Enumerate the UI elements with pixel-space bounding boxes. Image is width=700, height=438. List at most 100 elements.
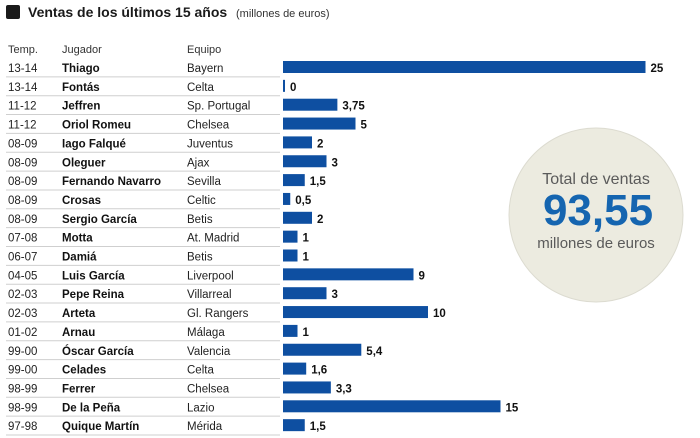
bar	[283, 117, 356, 130]
bar	[283, 306, 428, 319]
player-label: Pepe Reina	[62, 289, 125, 301]
bar	[283, 136, 312, 149]
table-row: 99-00 Óscar García Valencia 5,4	[6, 343, 383, 361]
bar	[283, 381, 331, 394]
table-row: 01-02 Arnau Málaga 1	[6, 324, 310, 342]
player-label: Damiá	[62, 252, 97, 264]
team-label: Villarreal	[187, 289, 232, 301]
header-player: Jugador	[62, 44, 102, 56]
total-value: 93,55	[543, 186, 653, 235]
bar	[283, 324, 298, 337]
team-label: Málaga	[187, 327, 225, 339]
chart-subtitle: (millones de euros)	[236, 8, 330, 20]
player-label: Quique Martín	[62, 421, 139, 433]
season-label: 98-99	[8, 402, 37, 414]
bar-value-label: 3	[332, 289, 338, 301]
bar-value-label: 1,5	[310, 421, 327, 433]
header-season: Temp.	[8, 44, 38, 56]
bar	[283, 362, 307, 375]
player-label: Oleguer	[62, 157, 106, 169]
bar	[283, 98, 338, 111]
team-label: Bayern	[187, 63, 223, 75]
total-unit: millones de euros	[537, 235, 655, 252]
table-row: 07-08 Motta At. Madrid 1	[6, 230, 310, 247]
bar	[283, 211, 312, 224]
table-row: 02-03 Pepe Reina Villarreal 3	[6, 287, 338, 304]
table-row: 08-09 Sergio García Betis 2	[6, 211, 323, 229]
season-label: 01-02	[8, 327, 37, 339]
bar	[283, 192, 291, 205]
team-label: Sevilla	[187, 176, 221, 188]
team-label: Ajax	[187, 157, 210, 169]
season-label: 06-07	[8, 252, 37, 264]
bar	[283, 268, 414, 281]
season-label: 97-98	[8, 421, 37, 433]
team-label: Celta	[187, 82, 214, 94]
player-label: Luis García	[62, 270, 125, 282]
table-row: 11-12 Oriol Romeu Chelsea 5	[6, 117, 368, 134]
player-label: Thiago	[62, 63, 100, 75]
bar-value-label: 5	[361, 120, 368, 132]
table-row: 98-99 Ferrer Chelsea 3,3	[6, 381, 352, 398]
season-label: 11-12	[8, 120, 37, 132]
season-label: 02-03	[8, 308, 37, 320]
team-label: Mérida	[187, 421, 223, 433]
team-label: Chelsea	[187, 120, 230, 132]
player-label: Oriol Romeu	[62, 120, 131, 132]
table-row: 11-12 Jeffren Sp. Portugal 3,75	[6, 98, 365, 116]
bar-value-label: 1	[303, 233, 310, 245]
table-row: 99-00 Celades Celta 1,6	[6, 362, 327, 379]
team-label: Celta	[187, 365, 214, 377]
bar-value-label: 2	[317, 138, 323, 150]
table-row: 13-14 Thiago Bayern 25	[6, 61, 664, 78]
season-label: 08-09	[8, 138, 37, 150]
total-badge: Total de ventas 93,55 millones de euros	[508, 127, 684, 303]
player-label: De la Peña	[62, 402, 121, 414]
bar-value-label: 1	[303, 252, 310, 264]
table-row: 97-98 Quique Martín Mérida 1,5	[6, 419, 327, 436]
season-label: 07-08	[8, 233, 37, 245]
player-label: Arnau	[62, 327, 95, 339]
player-label: Fontás	[62, 82, 100, 94]
bar	[283, 343, 362, 356]
chart-title: Ventas de los últimos 15 años	[28, 4, 227, 20]
team-label: Celtic	[187, 195, 216, 207]
bar	[283, 400, 501, 413]
team-label: Valencia	[187, 346, 231, 358]
team-label: Liverpool	[187, 270, 234, 282]
player-label: Fernando Navarro	[62, 176, 161, 188]
bar-value-label: 3	[332, 157, 338, 169]
season-label: 13-14	[8, 63, 38, 75]
bar-value-label: 1,6	[311, 365, 327, 377]
season-label: 08-09	[8, 214, 37, 226]
team-label: Gl. Rangers	[187, 308, 249, 320]
season-label: 04-05	[8, 270, 37, 282]
table-row: 13-14 Fontás Celta 0	[6, 79, 296, 97]
bar-value-label: 3,3	[336, 383, 352, 395]
team-label: At. Madrid	[187, 233, 239, 245]
total-label: Total de ventas	[542, 171, 650, 188]
bar-value-label: 5,4	[366, 346, 383, 358]
player-label: Sergio García	[62, 214, 137, 226]
bar-value-label: 1,5	[310, 176, 327, 188]
team-label: Betis	[187, 252, 213, 264]
table-row: 04-05 Luis García Liverpool 9	[6, 268, 425, 285]
bar	[283, 230, 298, 243]
table-row: 08-09 Oleguer Ajax 3	[6, 155, 338, 172]
bar	[283, 155, 327, 168]
season-label: 99-00	[8, 346, 37, 358]
bar-value-label: 0,5	[295, 195, 312, 207]
team-label: Juventus	[187, 138, 233, 150]
bar	[283, 287, 327, 300]
season-label: 13-14	[8, 82, 38, 94]
season-label: 99-00	[8, 365, 37, 377]
bar	[283, 419, 305, 432]
bar-value-label: 25	[651, 63, 664, 75]
header-team: Equipo	[187, 44, 221, 56]
player-label: Ferrer	[62, 383, 96, 395]
player-label: Motta	[62, 233, 93, 245]
bar-value-label: 9	[419, 270, 425, 282]
bar-value-label: 3,75	[342, 101, 365, 113]
